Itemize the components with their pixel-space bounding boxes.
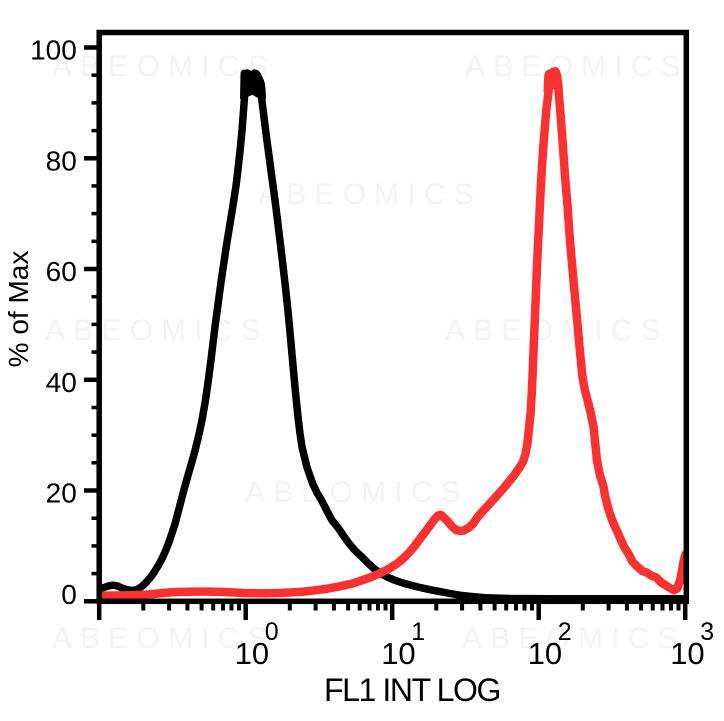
svg-text:40: 40	[46, 367, 77, 398]
svg-text:ABEOMICS: ABEOMICS	[462, 622, 686, 655]
svg-text:2: 2	[558, 618, 572, 646]
svg-text:10: 10	[670, 636, 704, 671]
svg-text:ABEOMICS: ABEOMICS	[445, 314, 669, 347]
svg-text:10: 10	[381, 636, 415, 671]
svg-text:ABEOMICS: ABEOMICS	[52, 50, 276, 83]
svg-text:80: 80	[46, 145, 77, 176]
svg-text:ABEOMICS: ABEOMICS	[52, 622, 276, 655]
svg-text:100: 100	[30, 35, 77, 66]
svg-text:ABEOMICS: ABEOMICS	[465, 50, 689, 83]
svg-text:10: 10	[528, 636, 562, 671]
svg-text:10: 10	[235, 636, 269, 671]
svg-text:60: 60	[46, 256, 77, 287]
svg-text:% of Max: % of Max	[3, 251, 34, 368]
svg-text:FL1 INT LOG: FL1 INT LOG	[324, 672, 500, 708]
svg-text:3: 3	[700, 618, 714, 646]
svg-text:0: 0	[265, 618, 279, 646]
svg-text:20: 20	[46, 478, 77, 509]
svg-text:0: 0	[61, 579, 77, 610]
svg-text:ABEOMICS: ABEOMICS	[258, 178, 482, 211]
svg-text:ABEOMICS: ABEOMICS	[45, 314, 269, 347]
svg-text:ABEOMICS: ABEOMICS	[245, 476, 469, 509]
svg-text:1: 1	[411, 618, 425, 646]
